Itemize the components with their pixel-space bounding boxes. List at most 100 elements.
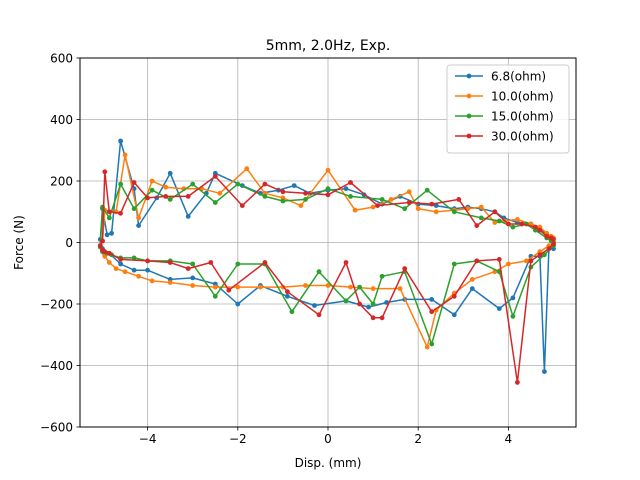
data-point <box>145 195 151 201</box>
data-point <box>370 204 376 210</box>
data-point <box>312 303 317 308</box>
data-point <box>406 200 412 205</box>
x-tick-label: 2 <box>414 432 422 446</box>
series-3 <box>97 169 556 385</box>
data-point <box>429 297 435 302</box>
x-tick-label: −4 <box>139 432 157 446</box>
data-point <box>542 252 547 258</box>
data-point <box>402 266 408 271</box>
data-point <box>370 301 376 307</box>
data-point <box>510 224 516 230</box>
data-point <box>537 227 543 233</box>
data-point <box>469 277 475 282</box>
data-point <box>106 260 112 265</box>
data-point <box>515 217 520 222</box>
axis-ticks: −4 −2 0 2 4 −600 −400 −200 0 200 400 600 <box>40 51 512 446</box>
data-point <box>97 243 103 249</box>
data-point <box>167 197 173 202</box>
data-point <box>542 369 547 374</box>
data-point <box>136 215 142 221</box>
legend-label: 30.0(ohm) <box>491 129 554 143</box>
data-point <box>379 197 385 202</box>
data-point <box>375 203 380 209</box>
data-point <box>109 230 114 236</box>
data-point <box>235 284 241 290</box>
legend-marker <box>466 113 472 119</box>
data-point <box>379 273 385 279</box>
data-point <box>185 194 191 199</box>
data-point <box>533 224 538 230</box>
data-point <box>469 286 475 291</box>
data-point <box>316 312 322 318</box>
data-point <box>546 246 552 252</box>
data-point <box>185 266 191 271</box>
data-point <box>136 273 142 279</box>
data-point <box>190 283 196 288</box>
data-point <box>262 260 268 265</box>
data-point <box>118 261 123 267</box>
data-point <box>506 261 511 267</box>
legend-marker <box>466 73 472 79</box>
y-tick-label: −200 <box>40 297 73 311</box>
data-point <box>136 223 142 229</box>
data-point <box>303 190 308 196</box>
data-point <box>343 186 349 192</box>
data-point <box>474 223 480 229</box>
data-point <box>451 261 457 267</box>
data-point <box>118 181 123 187</box>
data-point <box>122 269 128 275</box>
data-point <box>226 287 232 293</box>
data-point <box>212 293 218 299</box>
data-point <box>451 293 457 299</box>
data-point <box>190 275 196 281</box>
data-point <box>106 250 112 256</box>
data-point <box>190 181 196 187</box>
data-point <box>510 313 516 319</box>
y-axis-label: Force (N) <box>12 215 26 270</box>
data-point <box>118 210 123 216</box>
series-line <box>99 140 555 373</box>
data-point <box>424 187 430 193</box>
y-tick-label: 400 <box>50 113 73 127</box>
data-point <box>104 232 110 238</box>
series-layer <box>97 138 556 385</box>
data-point <box>145 258 151 264</box>
legend: 6.8(ohm) 10.0(ohm) 15.0(ohm) 30.0(ohm) <box>446 64 570 154</box>
data-point <box>190 261 196 267</box>
data-point <box>102 169 108 175</box>
x-tick-label: −2 <box>229 432 247 446</box>
data-point <box>131 255 137 261</box>
data-point <box>167 170 173 176</box>
legend-marker <box>466 133 472 139</box>
x-tick-label: 0 <box>324 432 332 446</box>
data-point <box>118 138 123 144</box>
data-point <box>149 178 155 184</box>
x-tick-label: 4 <box>505 432 513 446</box>
data-point <box>262 194 268 199</box>
legend-box <box>446 64 570 154</box>
data-point <box>343 298 349 304</box>
data-point <box>212 200 218 205</box>
legend-label: 10.0(ohm) <box>491 89 554 103</box>
data-point <box>506 221 511 227</box>
data-point <box>285 293 290 299</box>
legend-label: 6.8(ohm) <box>491 69 546 83</box>
data-point <box>316 269 322 275</box>
data-point <box>424 344 430 350</box>
data-point <box>515 380 520 385</box>
data-point <box>106 209 112 215</box>
data-point <box>357 284 362 290</box>
data-point <box>131 206 137 212</box>
data-point <box>474 258 480 264</box>
data-point <box>544 233 550 239</box>
data-point <box>325 167 331 173</box>
data-point <box>185 214 191 219</box>
data-point <box>451 209 457 215</box>
data-point <box>118 257 123 262</box>
data-point <box>325 186 331 192</box>
data-point <box>451 312 457 318</box>
data-point <box>456 197 462 202</box>
data-point <box>370 286 376 291</box>
data-point <box>208 260 214 265</box>
data-point <box>524 258 529 264</box>
